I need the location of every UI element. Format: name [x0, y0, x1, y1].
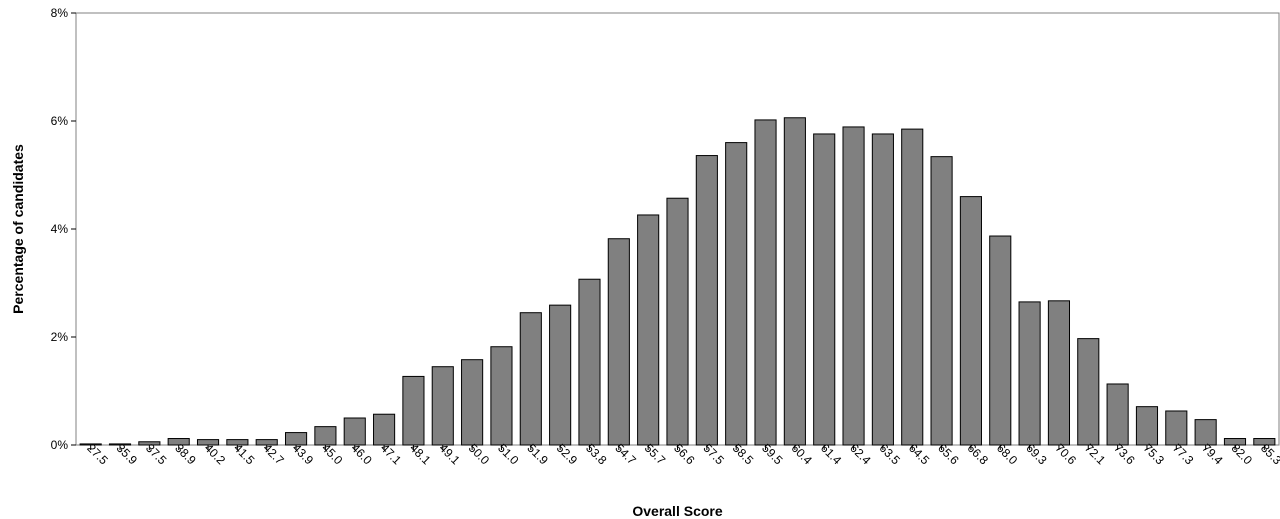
x-axis-title: Overall Score — [632, 503, 722, 519]
bar — [901, 128, 924, 446]
y-axis: 0% 2% 4% 6% 8% — [51, 6, 76, 452]
bar — [402, 375, 425, 446]
bar — [725, 142, 748, 446]
bar — [1194, 419, 1217, 446]
y-tick-label: 6% — [51, 114, 69, 128]
y-tick-label: 0% — [51, 438, 69, 452]
bar — [1047, 300, 1071, 446]
bar — [959, 196, 982, 446]
bar — [754, 119, 777, 446]
bar — [1106, 383, 1129, 446]
bar — [490, 346, 513, 446]
bar — [1135, 406, 1159, 446]
bar — [813, 133, 836, 446]
bar — [373, 413, 396, 446]
bar — [783, 117, 806, 446]
bar — [343, 417, 366, 446]
bar — [431, 366, 454, 446]
bar — [1165, 410, 1188, 446]
bar — [1077, 338, 1100, 446]
y-tick-label: 4% — [51, 222, 69, 236]
bar — [989, 235, 1012, 446]
bar — [637, 214, 660, 446]
bar — [578, 278, 601, 446]
bar — [842, 126, 865, 446]
bar — [461, 359, 484, 446]
bar — [607, 238, 630, 446]
bar — [1018, 301, 1041, 446]
bar — [519, 312, 542, 446]
bars — [79, 117, 1276, 446]
bar — [871, 133, 894, 446]
bar — [695, 155, 718, 446]
y-tick-label: 2% — [51, 330, 69, 344]
y-axis-title: Percentage of candidates — [10, 144, 26, 314]
bar — [930, 156, 953, 446]
y-tick-label: 8% — [51, 6, 69, 20]
bar — [314, 426, 337, 446]
bar — [666, 197, 689, 446]
bar — [549, 304, 572, 446]
